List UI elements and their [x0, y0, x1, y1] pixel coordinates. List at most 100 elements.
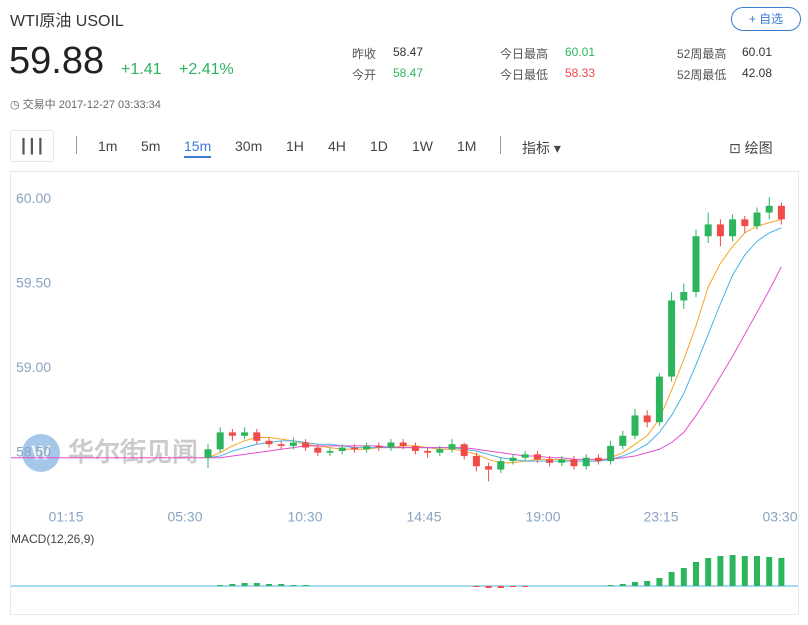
macd-bar	[266, 584, 272, 586]
macd-bar	[729, 555, 736, 586]
x-tick-label: 03:30	[762, 509, 797, 525]
macd-bar	[510, 586, 516, 587]
candle-body	[460, 444, 468, 457]
macd-bar	[632, 582, 638, 586]
candle-body	[765, 205, 773, 213]
candle-body	[497, 461, 505, 470]
moving-average-line	[208, 266, 782, 460]
macd-bar	[754, 556, 760, 586]
divider	[76, 136, 77, 154]
watermark: 华尔街见闻	[68, 437, 198, 467]
candle-body	[607, 445, 615, 462]
watch-button[interactable]: + 自选	[731, 7, 801, 31]
stat-label: 昨收	[352, 47, 377, 61]
y-tick-label: 59.50	[16, 274, 51, 290]
macd-bar	[241, 583, 248, 586]
period-button[interactable]: 1M	[457, 138, 477, 154]
x-tick-label: 14:45	[406, 509, 441, 525]
candle-body	[411, 445, 419, 451]
indicator-menu[interactable]: 指标 ▾	[522, 140, 561, 156]
stat-label: 今日最低	[500, 68, 549, 82]
period-button[interactable]: 1H	[286, 138, 304, 154]
period-button[interactable]: 4H	[328, 138, 346, 154]
candle-body	[716, 224, 724, 237]
macd-bar	[278, 584, 285, 586]
candle-body	[643, 415, 651, 423]
candle-body	[472, 456, 480, 467]
status-text: 交易中 2017-12-27 03:33:34	[22, 99, 161, 111]
macd-bar	[680, 568, 687, 586]
candle-body	[265, 440, 273, 445]
stat-label: 今日最高	[500, 47, 549, 61]
change: +1.41	[121, 61, 162, 78]
watermark-logo	[22, 434, 60, 472]
draw-button[interactable]: ⊡ 绘图	[729, 140, 773, 156]
candle-body	[546, 459, 554, 463]
candle-body	[424, 450, 432, 453]
candle-body	[485, 466, 493, 470]
divider	[500, 136, 501, 154]
x-tick-label: 05:30	[167, 509, 202, 525]
candle-body	[375, 445, 383, 448]
macd-bar	[522, 586, 529, 587]
period-button[interactable]: 5m	[141, 138, 161, 154]
macd-bar	[778, 558, 785, 586]
macd-bar	[656, 578, 663, 586]
candle-body	[533, 454, 541, 460]
candle-body	[326, 450, 334, 453]
macd-bar	[668, 572, 675, 586]
macd-bar	[705, 558, 712, 586]
stat-value: 42.08	[742, 66, 773, 80]
stat-value: 60.01	[565, 45, 596, 59]
candle-body	[350, 447, 358, 450]
x-tick-label: 19:00	[525, 509, 560, 525]
stat-value: 60.01	[742, 45, 773, 59]
price: 59.88	[9, 40, 105, 82]
candle-body	[753, 212, 761, 227]
macd-bar	[302, 585, 309, 586]
macd-bar	[290, 585, 297, 586]
status: ◷ 交易中 2017-12-27 03:33:34	[10, 99, 161, 111]
chart-type-button[interactable]: ┃┃┃	[10, 130, 54, 162]
stat-label: 今开	[352, 68, 377, 82]
macd-bar	[717, 556, 724, 586]
stat-label: 52周最低	[677, 68, 727, 82]
macd-bar	[229, 584, 236, 586]
change-pct: +2.41%	[179, 61, 234, 78]
period-button[interactable]: 1D	[370, 138, 388, 154]
x-tick-label: 01:15	[48, 509, 83, 525]
macd-bar	[693, 562, 699, 586]
macd-bar	[766, 557, 773, 586]
macd-bar	[485, 586, 492, 588]
watermark-logo-letter: W	[32, 442, 51, 464]
candle-body	[741, 219, 749, 227]
period-button[interactable]: 15m	[184, 138, 212, 158]
y-tick-label: 59.00	[16, 359, 51, 375]
y-tick-label: 60.00	[16, 190, 51, 206]
candle-body	[387, 442, 395, 448]
candle-body	[228, 432, 236, 436]
x-tick-label: 23:15	[643, 509, 678, 525]
macd-bar	[217, 585, 224, 586]
candle-body	[277, 444, 285, 446]
stat-label: 52周最高	[677, 47, 727, 61]
macd-bar	[473, 586, 480, 587]
candle-body	[680, 292, 688, 301]
candle-body	[216, 432, 224, 450]
macd-bar	[253, 583, 260, 586]
period-button[interactable]: 30m	[235, 138, 263, 154]
candle-body	[289, 442, 297, 446]
period-button[interactable]: 1W	[412, 138, 433, 154]
candle-body	[704, 224, 712, 237]
candle-body	[509, 457, 517, 462]
candle-body	[399, 442, 407, 446]
stat-value: 58.33	[565, 66, 596, 80]
stat-value: 58.47	[393, 45, 424, 59]
candle-body	[204, 449, 212, 458]
candle-body	[582, 457, 590, 467]
stat-value: 58.47	[393, 66, 424, 80]
candle-body	[777, 205, 785, 220]
candle-body	[594, 457, 602, 462]
period-button[interactable]: 1m	[98, 138, 118, 154]
